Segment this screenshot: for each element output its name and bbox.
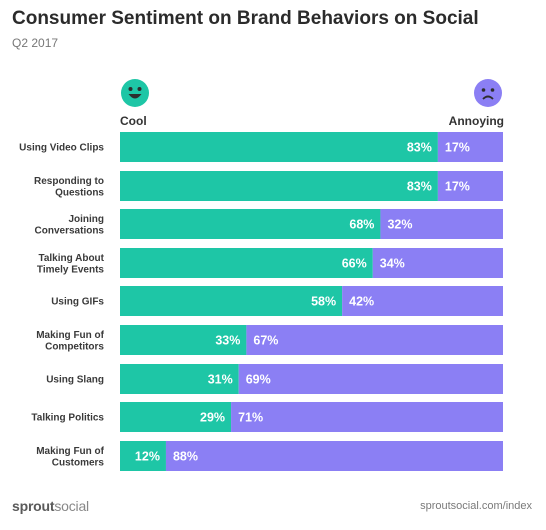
- bar-row: Talking About Timely Events 66% 34%: [37, 248, 503, 278]
- value-label-cool: 68%: [349, 218, 374, 232]
- smiling-face-icon: [121, 79, 149, 107]
- bar-annoying: [342, 286, 503, 316]
- bar-annoying: [372, 248, 503, 278]
- bar-annoying: [165, 441, 503, 471]
- footer-brand-part1: sprout: [12, 498, 55, 514]
- bar-cool: [120, 364, 239, 394]
- category-label: Making Fun of Competitors: [36, 330, 104, 353]
- bar-row: Making Fun of Competitors 33% 67%: [36, 325, 503, 355]
- category-label: Using Slang: [46, 375, 104, 386]
- page-subtitle: Q2 2017: [12, 36, 59, 50]
- value-label-annoying: 71%: [238, 411, 263, 425]
- frowning-face-icon: [474, 79, 502, 107]
- bar-annoying: [437, 132, 503, 162]
- footer-url: sproutsocial.com/index: [420, 500, 532, 512]
- category-label: Joining Conversations: [35, 214, 105, 237]
- value-label-cool: 31%: [208, 373, 233, 387]
- footer-brand-logo: sproutsocial: [12, 498, 89, 514]
- value-label-cool: 83%: [407, 141, 432, 155]
- value-label-annoying: 42%: [349, 295, 374, 309]
- value-label-annoying: 17%: [445, 180, 470, 194]
- category-label: Making Fun of Customers: [36, 446, 104, 469]
- value-label-annoying: 17%: [445, 141, 470, 155]
- value-label-cool: 58%: [311, 295, 336, 309]
- bar-cool: [120, 286, 343, 316]
- legend-cool-label: Cool: [120, 114, 147, 128]
- category-label: Talking Politics: [31, 413, 104, 424]
- footer-brand-part2: social: [54, 498, 89, 514]
- category-label: Talking About Timely Events: [37, 253, 105, 276]
- bar-annoying: [437, 171, 503, 201]
- bar-row: Making Fun of Customers 12% 88%: [36, 441, 503, 471]
- value-label-cool: 12%: [135, 450, 160, 464]
- bar-cool: [120, 402, 232, 432]
- bar-cool: [120, 171, 438, 201]
- bar-row: Using Slang 31% 69%: [46, 364, 504, 394]
- bar-annoying: [246, 325, 503, 355]
- bar-row: Using GIFs 58% 42%: [51, 286, 503, 316]
- bar-annoying: [231, 402, 503, 432]
- bar-annoying: [238, 364, 504, 394]
- value-label-annoying: 34%: [380, 257, 405, 271]
- page-title: Consumer Sentiment on Brand Behaviors on…: [12, 8, 479, 29]
- category-label: Using Video Clips: [19, 143, 104, 154]
- value-label-cool: 33%: [215, 334, 240, 348]
- value-label-annoying: 88%: [173, 450, 198, 464]
- legend-annoying-label: Annoying: [448, 114, 504, 128]
- value-label-cool: 66%: [342, 257, 367, 271]
- category-label: Using GIFs: [51, 297, 104, 308]
- value-label-cool: 83%: [407, 180, 432, 194]
- bar-row: Responding to Questions 83% 17%: [34, 171, 503, 201]
- bar-annoying: [380, 209, 503, 239]
- bar-cool: [120, 441, 166, 471]
- bar-row: Talking Politics 29% 71%: [31, 402, 503, 432]
- value-label-annoying: 69%: [246, 373, 271, 387]
- bar-cool: [120, 325, 247, 355]
- bar-cool: [120, 209, 381, 239]
- bar-row: Joining Conversations 68% 32%: [35, 209, 503, 239]
- bar-cool: [120, 248, 373, 278]
- value-label-annoying: 67%: [253, 334, 278, 348]
- bar-cool: [120, 132, 438, 162]
- value-label-annoying: 32%: [387, 218, 412, 232]
- category-label: Responding to Questions: [34, 176, 104, 199]
- bar-row: Using Video Clips 83% 17%: [19, 132, 503, 162]
- value-label-cool: 29%: [200, 411, 225, 425]
